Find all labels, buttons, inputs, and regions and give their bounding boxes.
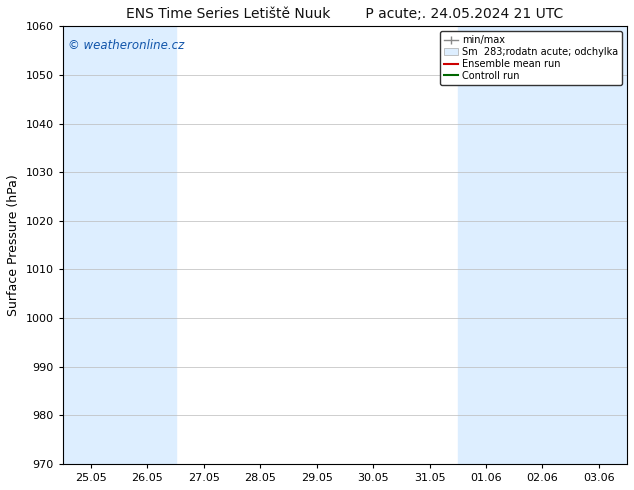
Bar (119, 26, 176, 464)
Bar (458, 26, 514, 464)
Bar (514, 26, 571, 464)
Bar (63, 26, 119, 464)
Bar (571, 26, 627, 464)
Legend: min/max, Sm  283;rodatn acute; odchylka, Ensemble mean run, Controll run: min/max, Sm 283;rodatn acute; odchylka, … (440, 31, 622, 85)
Title: ENS Time Series Letiště Nuuk        P acute;. 24.05.2024 21 UTC: ENS Time Series Letiště Nuuk P acute;. 2… (126, 7, 564, 21)
Text: © weatheronline.cz: © weatheronline.cz (68, 39, 184, 52)
Y-axis label: Surface Pressure (hPa): Surface Pressure (hPa) (7, 174, 20, 316)
